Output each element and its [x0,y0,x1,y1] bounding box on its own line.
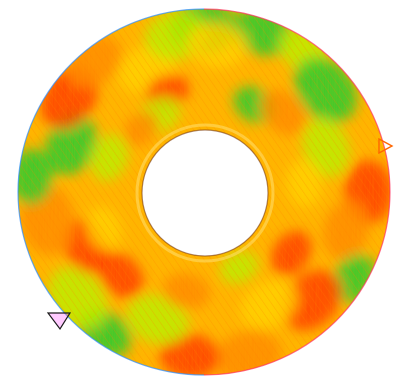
left-triangle-marker [46,312,72,331]
outer-rim-left [17,8,205,376]
inner-rim [141,129,269,257]
inner-rim-halo [135,123,275,263]
right-triangle-marker [378,137,394,155]
outer-rim-right [203,8,391,376]
